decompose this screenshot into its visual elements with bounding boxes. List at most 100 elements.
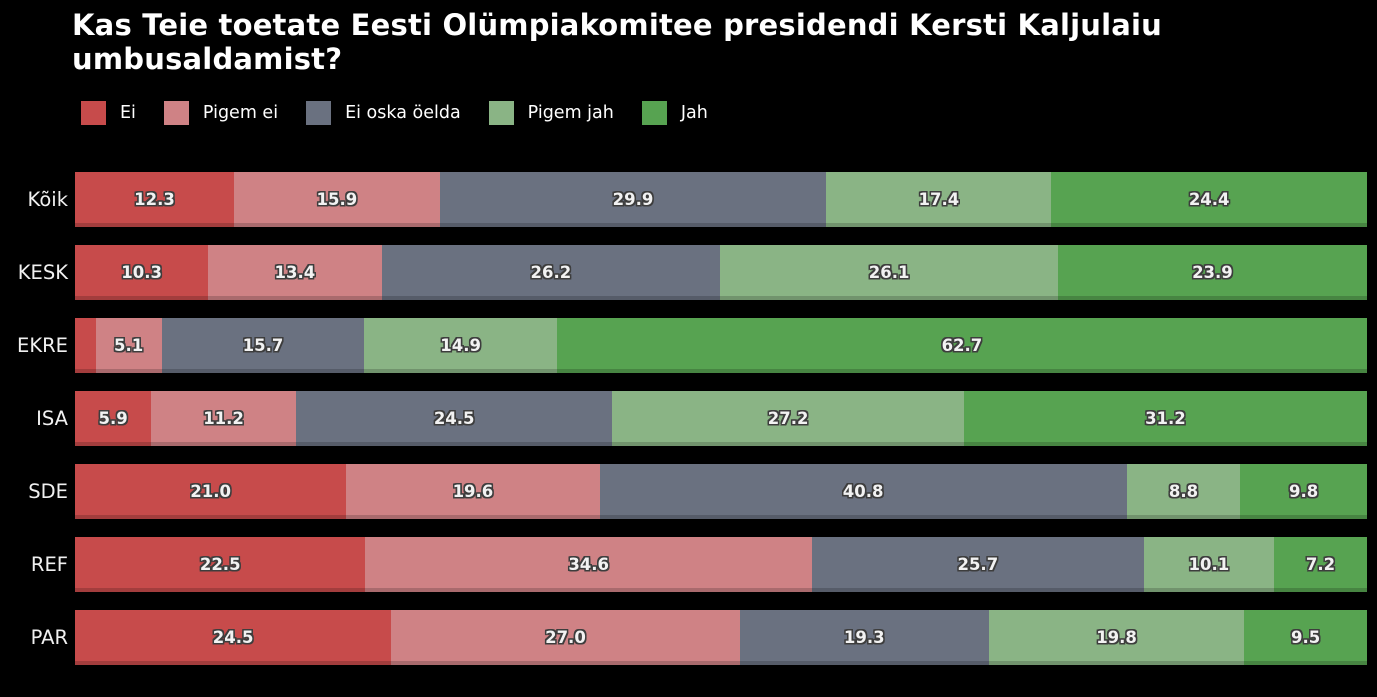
legend: Ei Pigem ei Ei oska öelda Pigem jah Jah bbox=[81, 100, 1377, 126]
bar-row: KESK 10.3 13.4 26.2 26.1 23.9 bbox=[0, 244, 1377, 300]
bar-value-label: 19.6 bbox=[452, 481, 494, 501]
bar-value-label: 15.7 bbox=[242, 335, 284, 355]
bar-segment: 62.7 bbox=[556, 317, 1367, 373]
bar-segment: 9.5 bbox=[1244, 609, 1367, 665]
bar-track: 21.0 19.6 40.8 8.8 9.8 bbox=[75, 463, 1367, 519]
bar-value-label: 24.5 bbox=[212, 627, 254, 647]
bar-value-label: 27.2 bbox=[767, 408, 809, 428]
bar-value-label: 19.3 bbox=[843, 627, 885, 647]
bar-segment: 9.8 bbox=[1240, 463, 1367, 519]
bar-segment: 10.1 bbox=[1143, 536, 1275, 592]
bar-track: 22.5 34.6 25.7 10.1 7.2 bbox=[75, 536, 1367, 592]
bar-value-label: 25.7 bbox=[957, 554, 999, 574]
bar-value-label: 23.9 bbox=[1192, 262, 1233, 282]
row-label: EKRE bbox=[17, 333, 68, 357]
bar-value-label: 62.7 bbox=[941, 335, 983, 355]
bar-row: PAR 24.5 27.0 19.3 19.8 9.5 bbox=[0, 609, 1377, 665]
legend-swatch-icon bbox=[306, 100, 332, 125]
bar-value-label: 34.6 bbox=[568, 554, 610, 574]
bar-row: EKRE 5.1 15.7 14.9 62.7 bbox=[0, 317, 1377, 373]
legend-label: Jah bbox=[680, 102, 708, 123]
legend-item: Ei oska öelda bbox=[306, 100, 461, 125]
legend-label: Ei oska öelda bbox=[345, 102, 461, 123]
bar-segment: 19.8 bbox=[988, 609, 1245, 665]
bar-row: Kõik 12.3 15.9 29.9 17.4 24.4 bbox=[0, 171, 1377, 227]
bar-value-label: 10.1 bbox=[1188, 554, 1230, 574]
bar-track: 24.5 27.0 19.3 19.8 9.5 bbox=[75, 609, 1367, 665]
bar-segment: 40.8 bbox=[599, 463, 1127, 519]
bar-value-label: 21.0 bbox=[190, 481, 232, 501]
legend-swatch-icon bbox=[641, 100, 667, 125]
bar-row: REF 22.5 34.6 25.7 10.1 7.2 bbox=[0, 536, 1377, 592]
bar-segment: 19.3 bbox=[739, 609, 989, 665]
bar-segment bbox=[75, 317, 96, 373]
bar-value-label: 22.5 bbox=[199, 554, 241, 574]
chart: Kõik 12.3 15.9 29.9 17.4 24.4 KESK 10.3 13.4 26.2… bbox=[0, 171, 1377, 665]
bar-segment: 26.1 bbox=[720, 244, 1058, 300]
legend-label: Pigem jah bbox=[527, 102, 614, 123]
bar-segment: 10.3 bbox=[75, 244, 209, 300]
legend-item: Jah bbox=[641, 100, 708, 125]
legend-label: Ei bbox=[120, 102, 136, 123]
bar-segment: 11.2 bbox=[151, 390, 296, 446]
bar-segment: 34.6 bbox=[365, 536, 812, 592]
bar-value-label: 26.1 bbox=[868, 262, 910, 282]
row-label: ISA bbox=[36, 406, 68, 430]
bar-value-label: 19.8 bbox=[1096, 627, 1137, 647]
bar-segment: 7.2 bbox=[1274, 536, 1367, 592]
bar-value-label: 10.3 bbox=[121, 262, 162, 282]
bar-track: 5.1 15.7 14.9 62.7 bbox=[75, 317, 1367, 373]
bar-segment: 13.4 bbox=[208, 244, 382, 300]
bar-value-label: 14.9 bbox=[440, 335, 482, 355]
row-label: REF bbox=[30, 552, 68, 576]
bar-segment: 25.7 bbox=[811, 536, 1144, 592]
bar-value-label: 8.8 bbox=[1168, 481, 1199, 501]
bar-value-label: 26.2 bbox=[530, 262, 572, 282]
bar-segment: 29.9 bbox=[439, 171, 827, 227]
bar-value-label: 40.8 bbox=[842, 481, 884, 501]
bar-segment: 15.7 bbox=[161, 317, 365, 373]
bar-segment: 27.0 bbox=[391, 609, 740, 665]
bar-value-label: 5.1 bbox=[114, 335, 144, 355]
bar-segment: 12.3 bbox=[75, 171, 235, 227]
bar-value-label: 9.5 bbox=[1291, 627, 1321, 647]
bar-row: ISA 5.9 11.2 24.5 27.2 31.2 bbox=[0, 390, 1377, 446]
legend-item: Ei bbox=[81, 100, 136, 125]
bar-value-label: 27.0 bbox=[545, 627, 586, 647]
bar-segment: 15.9 bbox=[234, 171, 440, 227]
bar-value-label: 11.2 bbox=[203, 408, 244, 428]
legend-item: Pigem jah bbox=[488, 100, 614, 125]
bar-value-label: 31.2 bbox=[1145, 408, 1186, 428]
bar-segment: 21.0 bbox=[75, 463, 347, 519]
bar-segment: 19.6 bbox=[346, 463, 600, 519]
bar-row: SDE 21.0 19.6 40.8 8.8 9.8 bbox=[0, 463, 1377, 519]
row-label: SDE bbox=[28, 479, 68, 503]
bar-track: 10.3 13.4 26.2 26.1 23.9 bbox=[75, 244, 1367, 300]
legend-swatch-icon bbox=[81, 100, 106, 125]
row-label: PAR bbox=[30, 625, 68, 649]
bar-segment: 27.2 bbox=[612, 390, 964, 446]
bar-segment: 14.9 bbox=[364, 317, 557, 373]
bar-value-label: 29.9 bbox=[612, 189, 654, 209]
bar-segment: 24.5 bbox=[75, 609, 392, 665]
bar-value-label: 7.2 bbox=[1305, 554, 1336, 574]
bar-segment: 17.4 bbox=[826, 171, 1052, 227]
bar-value-label: 24.4 bbox=[1188, 189, 1230, 209]
bar-value-label: 17.4 bbox=[918, 189, 960, 209]
bar-segment: 31.2 bbox=[963, 390, 1367, 446]
bar-segment: 24.5 bbox=[295, 390, 613, 446]
bar-segment: 24.4 bbox=[1051, 171, 1367, 227]
bar-segment: 26.2 bbox=[381, 244, 721, 300]
bar-value-label: 15.9 bbox=[316, 189, 358, 209]
row-label: KESK bbox=[17, 260, 68, 284]
bar-track: 12.3 15.9 29.9 17.4 24.4 bbox=[75, 171, 1367, 227]
bar-segment: 5.1 bbox=[95, 317, 162, 373]
bar-value-label: 24.5 bbox=[433, 408, 475, 428]
bar-value-label: 5.9 bbox=[98, 408, 128, 428]
bar-track: 5.9 11.2 24.5 27.2 31.2 bbox=[75, 390, 1367, 446]
legend-swatch-icon bbox=[163, 100, 189, 125]
bar-value-label: 9.8 bbox=[1289, 481, 1319, 501]
chart-title: Kas Teie toetate Eesti Olümpiakomitee pr… bbox=[72, 8, 1163, 76]
bar-value-label: 12.3 bbox=[134, 189, 175, 209]
